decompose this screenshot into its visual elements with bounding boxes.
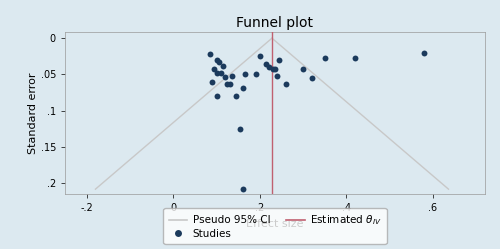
- Point: [221, 75, 229, 79]
- Point: [271, 67, 279, 71]
- Point: [206, 52, 214, 56]
- Point: [217, 71, 225, 75]
- Point: [238, 187, 246, 191]
- Point: [238, 86, 246, 90]
- Point: [321, 57, 329, 61]
- Point: [299, 67, 307, 71]
- Point: [232, 94, 240, 98]
- Point: [308, 76, 316, 80]
- Point: [212, 94, 220, 98]
- Point: [256, 54, 264, 58]
- Point: [240, 72, 248, 76]
- Point: [226, 82, 234, 86]
- Point: [236, 127, 244, 131]
- Point: [224, 82, 232, 86]
- Title: Funnel plot: Funnel plot: [236, 16, 314, 30]
- Point: [264, 65, 272, 69]
- Point: [420, 51, 428, 55]
- Point: [273, 74, 281, 78]
- Point: [219, 64, 227, 68]
- Point: [252, 72, 260, 76]
- Point: [351, 57, 359, 61]
- Legend: Pseudo 95% CI, Studies, Estimated $\theta_{IV}$: Pseudo 95% CI, Studies, Estimated $\thet…: [164, 208, 386, 244]
- Point: [212, 58, 220, 62]
- Point: [262, 62, 270, 65]
- Point: [208, 80, 216, 84]
- Point: [214, 60, 222, 64]
- Point: [212, 71, 220, 75]
- Point: [210, 67, 218, 71]
- Point: [269, 67, 277, 71]
- Y-axis label: Standard error: Standard error: [28, 72, 38, 154]
- Point: [276, 58, 283, 62]
- Point: [282, 82, 290, 86]
- X-axis label: Effect size: Effect size: [246, 219, 304, 229]
- Point: [228, 74, 235, 78]
